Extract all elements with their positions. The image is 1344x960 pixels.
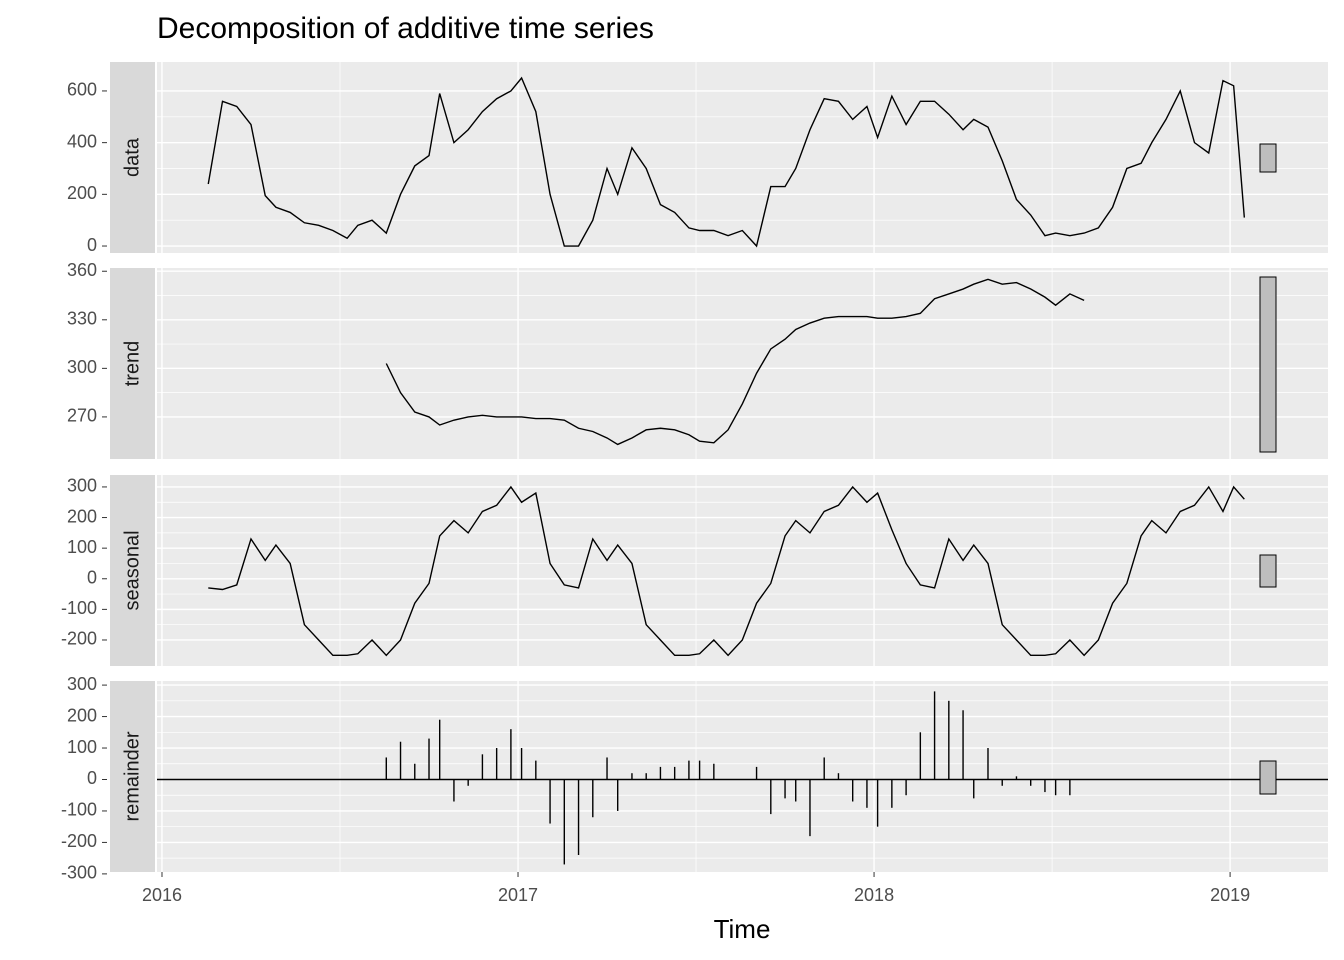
y-tick-label: 0 (87, 768, 97, 788)
y-tick-label: 400 (67, 131, 97, 151)
panel-background (157, 475, 1328, 666)
y-tick-label: 100 (67, 737, 97, 757)
strip (110, 268, 155, 459)
y-tick-label: -200 (61, 629, 97, 649)
y-tick-label: -100 (61, 598, 97, 618)
y-tick-label: 0 (87, 568, 97, 588)
y-tick-label: 300 (67, 674, 97, 694)
panel-background (157, 62, 1328, 253)
y-tick-label: -100 (61, 800, 97, 820)
y-tick-label: 330 (67, 309, 97, 329)
x-tick-label: 2019 (1210, 885, 1250, 905)
y-tick-label: 360 (67, 260, 97, 280)
y-tick-label: 270 (67, 406, 97, 426)
strip (110, 681, 155, 872)
series-line (207, 76, 1246, 248)
scale-bars (1259, 143, 1277, 795)
strip-label: trend (121, 341, 143, 387)
x-tick-label: 2018 (854, 885, 894, 905)
y-tick-label: 100 (67, 537, 97, 557)
strip (110, 475, 155, 666)
strip (110, 62, 155, 253)
y-tick-label: 600 (67, 80, 97, 100)
x-tick-label: 2017 (498, 885, 538, 905)
y-tick-label: -300 (61, 863, 97, 883)
strip-label: remainder (121, 731, 143, 821)
scale-bar (1259, 143, 1277, 173)
strip-label: data (121, 137, 143, 177)
y-tick-label: 300 (67, 476, 97, 496)
chart-title: Decomposition of additive time series (157, 12, 654, 45)
x-tick-label: 2016 (142, 885, 182, 905)
x-axis-title: Time (714, 914, 771, 944)
series-line (385, 278, 1085, 446)
panels: data 0 200 400 600 trend 270 300 330 360 seasonal -… (61, 62, 1328, 905)
y-tick-label: 200 (67, 705, 97, 725)
series-line (208, 485, 1245, 657)
strip-label: seasonal (121, 530, 143, 610)
scale-bar (1259, 276, 1277, 453)
y-tick-label: 200 (67, 183, 97, 203)
panel-background (157, 268, 1328, 459)
y-tick-label: 200 (67, 506, 97, 526)
scale-bar (1259, 554, 1277, 588)
y-tick-label: 300 (67, 357, 97, 377)
y-tick-label: -200 (61, 831, 97, 851)
panel-background (157, 681, 1328, 872)
scale-bar (1259, 760, 1277, 795)
y-tick-label: 0 (87, 235, 97, 255)
